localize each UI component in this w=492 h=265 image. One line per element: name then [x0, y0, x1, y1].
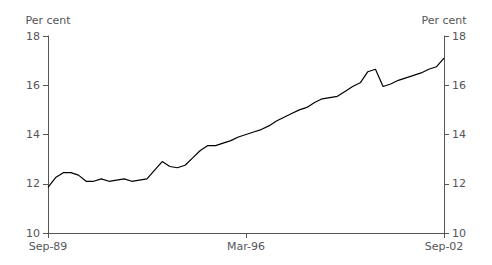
- svg-text:12: 12: [452, 177, 466, 190]
- svg-text:18: 18: [26, 30, 40, 43]
- svg-text:Per cent: Per cent: [421, 14, 467, 27]
- svg-text:10: 10: [452, 227, 466, 240]
- svg-text:12: 12: [26, 177, 40, 190]
- svg-text:14: 14: [26, 128, 40, 141]
- svg-text:18: 18: [452, 30, 466, 43]
- svg-text:10: 10: [26, 227, 40, 240]
- svg-text:Per cent: Per cent: [25, 14, 71, 27]
- svg-text:Mar-96: Mar-96: [227, 240, 265, 253]
- svg-text:Sep-02: Sep-02: [425, 240, 464, 253]
- svg-text:Sep-89: Sep-89: [29, 240, 68, 253]
- svg-text:16: 16: [26, 79, 40, 92]
- svg-text:14: 14: [452, 128, 466, 141]
- svg-text:16: 16: [452, 79, 466, 92]
